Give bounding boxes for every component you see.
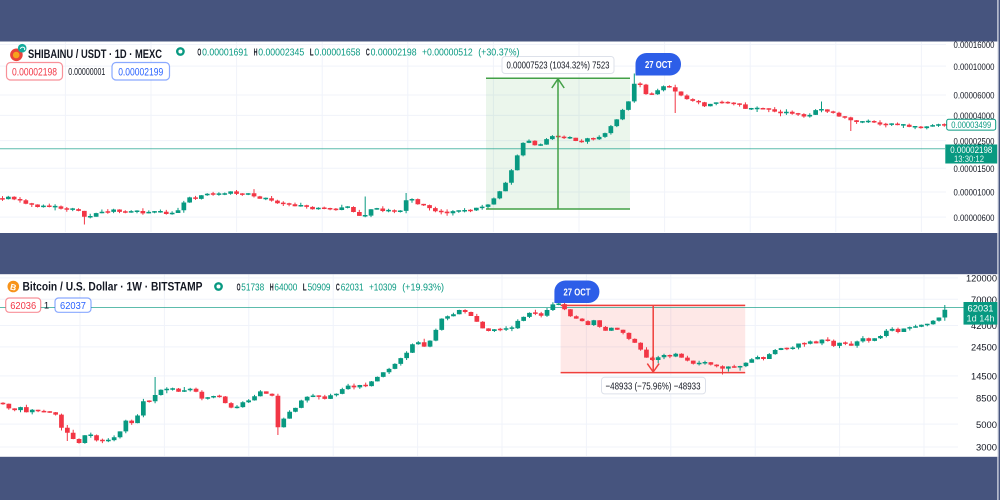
svg-text:L: L: [310, 47, 314, 59]
svg-text:62036: 62036: [10, 300, 36, 312]
svg-text:SHIBAINU / USDT · 1D · MEXC: SHIBAINU / USDT · 1D · MEXC: [28, 49, 162, 61]
svg-text:0.00006000: 0.00006000: [954, 91, 995, 102]
svg-text:0.00000001: 0.00000001: [68, 66, 105, 78]
svg-text:0.00010000: 0.00010000: [954, 62, 995, 73]
svg-text:O: O: [237, 282, 241, 294]
svg-text:14500: 14500: [971, 372, 997, 383]
svg-text:0.00002345: 0.00002345: [258, 47, 304, 59]
svg-text:62031: 62031: [968, 303, 994, 314]
svg-text:0.00002198: 0.00002198: [950, 145, 992, 156]
svg-text:0.00000600: 0.00000600: [954, 213, 995, 224]
svg-text:+10309: +10309: [369, 282, 397, 294]
svg-text:70000: 70000: [971, 295, 997, 306]
svg-text:13:30:12: 13:30:12: [954, 154, 984, 165]
svg-text:(+19.93%): (+19.93%): [402, 282, 444, 294]
svg-text:8500: 8500: [976, 394, 997, 405]
svg-text:O: O: [197, 47, 201, 59]
svg-text:120000: 120000: [966, 274, 997, 285]
svg-text:1d 14h: 1d 14h: [967, 313, 995, 324]
svg-text:0.00002199: 0.00002199: [118, 67, 163, 79]
svg-text:5000: 5000: [976, 420, 997, 431]
svg-text:50909: 50909: [308, 282, 331, 294]
svg-text:3000: 3000: [976, 443, 997, 454]
svg-text:B: B: [9, 282, 17, 293]
svg-text:Bitcoin / U.S. Dollar · 1W · B: Bitcoin / U.S. Dollar · 1W · BITSTAMP: [23, 281, 203, 293]
svg-text:0.00016000: 0.00016000: [954, 40, 995, 51]
svg-text:L: L: [303, 282, 307, 294]
svg-text:0.00001500: 0.00001500: [954, 164, 995, 175]
svg-text:(+30.37%): (+30.37%): [478, 47, 519, 59]
svg-text:0.00002500: 0.00002500: [954, 136, 995, 147]
svg-text:1: 1: [44, 300, 49, 311]
svg-text:H: H: [270, 282, 274, 294]
svg-text:−48933 (−75.96%) −48933: −48933 (−75.96%) −48933: [606, 381, 701, 393]
svg-text:42000: 42000: [971, 321, 997, 332]
svg-text:0.00004000: 0.00004000: [954, 111, 995, 122]
svg-text:0.00007523 (1034.32%) 7523: 0.00007523 (1034.32%) 7523: [507, 60, 610, 72]
svg-text:24500: 24500: [971, 343, 997, 354]
svg-text:27 OCT: 27 OCT: [564, 288, 591, 299]
svg-text:H: H: [254, 47, 258, 59]
svg-text:62037: 62037: [60, 300, 86, 312]
svg-text:0.00002198: 0.00002198: [12, 67, 57, 79]
svg-text:+0.00000512: +0.00000512: [422, 47, 473, 59]
svg-text:C: C: [336, 282, 340, 294]
svg-text:64000: 64000: [274, 282, 297, 294]
svg-text:0.00002198: 0.00002198: [371, 47, 417, 59]
svg-text:0.00001691: 0.00001691: [202, 47, 248, 59]
svg-text:C: C: [366, 47, 370, 59]
svg-text:62031: 62031: [341, 282, 364, 294]
svg-text:51738: 51738: [241, 282, 264, 294]
svg-text:0.00001000: 0.00001000: [954, 188, 995, 199]
svg-text:0.00001658: 0.00001658: [314, 47, 360, 59]
svg-text:27 OCT: 27 OCT: [645, 60, 672, 71]
svg-text:0.00003499: 0.00003499: [951, 120, 991, 130]
